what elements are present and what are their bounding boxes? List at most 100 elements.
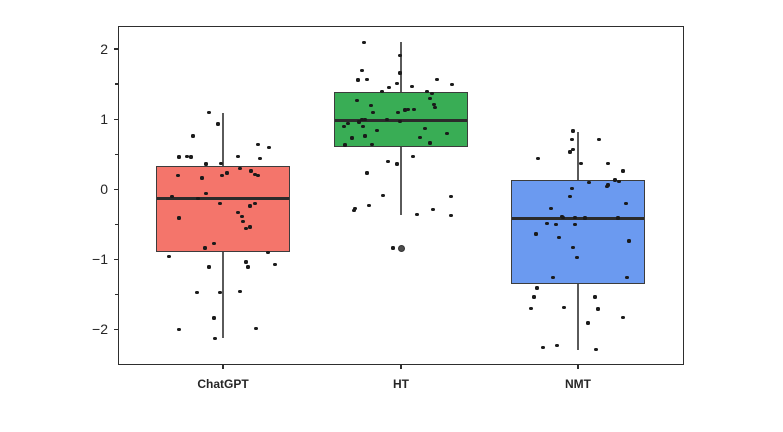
data-point-ht bbox=[380, 90, 384, 94]
data-point-chatgpt bbox=[200, 176, 204, 180]
x-tick bbox=[222, 365, 224, 369]
data-point-chatgpt bbox=[189, 155, 193, 159]
y-minor-tick bbox=[115, 223, 118, 225]
data-point-chatgpt bbox=[254, 326, 258, 331]
data-point-chatgpt bbox=[212, 316, 216, 320]
data-point-ht bbox=[361, 125, 365, 129]
data-point-chatgpt bbox=[238, 289, 242, 294]
y-tick-label: 2 bbox=[100, 41, 108, 58]
data-point-chatgpt bbox=[204, 162, 208, 166]
data-point-ht bbox=[387, 86, 391, 90]
data-point-chatgpt bbox=[249, 169, 253, 173]
y-major-tick bbox=[114, 118, 118, 120]
data-point-nmt bbox=[570, 186, 574, 191]
data-point-chatgpt bbox=[204, 191, 208, 195]
data-point-chatgpt bbox=[246, 265, 250, 269]
y-tick-label: 1 bbox=[100, 111, 108, 128]
data-point-nmt bbox=[586, 321, 590, 325]
y-tick-label: −2 bbox=[92, 321, 108, 338]
data-point-chatgpt bbox=[273, 262, 277, 266]
data-point-ht bbox=[365, 77, 369, 81]
data-point-ht bbox=[431, 207, 435, 212]
data-point-chatgpt bbox=[238, 167, 242, 171]
data-point-chatgpt bbox=[177, 155, 181, 159]
data-point-nmt bbox=[571, 129, 575, 133]
data-point-ht bbox=[398, 119, 402, 123]
data-point-ht bbox=[410, 84, 414, 88]
data-point-chatgpt bbox=[225, 171, 229, 175]
data-point-nmt bbox=[621, 169, 625, 173]
data-point-nmt bbox=[532, 295, 536, 299]
data-point-ht bbox=[449, 195, 453, 199]
data-point-chatgpt bbox=[176, 173, 180, 177]
data-point-chatgpt bbox=[253, 202, 257, 206]
data-point-ht bbox=[412, 107, 416, 111]
data-point-nmt bbox=[587, 180, 591, 184]
data-point-ht bbox=[360, 117, 364, 121]
data-point-nmt bbox=[536, 156, 540, 160]
data-point-chatgpt bbox=[240, 214, 244, 219]
data-point-chatgpt bbox=[248, 204, 252, 208]
data-point-ht bbox=[395, 81, 399, 86]
median-line-nmt bbox=[512, 217, 644, 220]
y-minor-tick bbox=[115, 293, 118, 295]
data-point-nmt bbox=[575, 255, 579, 259]
x-tick-label-ht: HT bbox=[393, 377, 409, 391]
data-point-ht bbox=[385, 117, 389, 121]
data-point-ht bbox=[391, 246, 395, 250]
data-point-ht bbox=[428, 141, 432, 145]
data-point-chatgpt bbox=[218, 290, 222, 294]
data-point-chatgpt bbox=[256, 173, 260, 177]
box-chatgpt bbox=[156, 166, 290, 253]
data-point-nmt bbox=[606, 183, 610, 187]
data-point-nmt bbox=[541, 345, 545, 350]
data-point-ht bbox=[381, 193, 385, 198]
data-point-chatgpt bbox=[244, 226, 248, 230]
data-point-ht bbox=[449, 213, 453, 217]
data-point-nmt bbox=[593, 295, 597, 299]
data-point-nmt bbox=[554, 222, 558, 226]
y-minor-tick bbox=[115, 153, 118, 155]
data-point-ht bbox=[398, 71, 402, 75]
data-point-chatgpt bbox=[266, 250, 270, 254]
y-major-tick bbox=[114, 328, 118, 330]
data-point-nmt bbox=[617, 179, 621, 184]
data-point-ht bbox=[423, 126, 427, 130]
data-point-nmt bbox=[568, 150, 572, 154]
box-nmt bbox=[511, 180, 645, 285]
data-point-chatgpt bbox=[236, 154, 240, 158]
data-point-chatgpt bbox=[207, 111, 211, 115]
y-major-tick bbox=[114, 258, 118, 260]
data-point-nmt bbox=[597, 137, 601, 142]
data-point-ht bbox=[450, 82, 454, 86]
data-point-nmt bbox=[568, 194, 572, 198]
data-point-chatgpt bbox=[236, 210, 240, 214]
data-point-chatgpt bbox=[244, 260, 248, 264]
data-point-chatgpt bbox=[195, 290, 199, 294]
data-point-ht bbox=[435, 77, 439, 81]
data-point-ht bbox=[346, 121, 350, 125]
data-point-chatgpt bbox=[267, 146, 271, 150]
data-point-nmt bbox=[606, 161, 610, 165]
data-point-nmt bbox=[596, 307, 600, 311]
data-point-ht bbox=[365, 171, 369, 175]
data-point-ht bbox=[403, 108, 407, 112]
data-point-chatgpt bbox=[256, 142, 260, 146]
data-point-ht bbox=[395, 162, 399, 166]
data-point-ht bbox=[357, 120, 361, 124]
data-point-nmt bbox=[625, 275, 629, 280]
data-point-nmt bbox=[562, 305, 566, 310]
data-point-chatgpt bbox=[191, 134, 195, 138]
data-point-ht bbox=[362, 40, 366, 44]
data-point-ht bbox=[411, 154, 415, 158]
data-point-chatgpt bbox=[203, 246, 207, 250]
data-point-ht bbox=[371, 111, 375, 115]
x-tick-label-nmt: NMT bbox=[565, 377, 591, 391]
data-point-ht bbox=[425, 90, 429, 94]
data-point-chatgpt bbox=[220, 174, 224, 178]
data-point-chatgpt bbox=[170, 195, 174, 199]
x-tick bbox=[400, 365, 402, 369]
data-point-ht bbox=[352, 209, 356, 213]
data-point-ht bbox=[343, 143, 347, 147]
